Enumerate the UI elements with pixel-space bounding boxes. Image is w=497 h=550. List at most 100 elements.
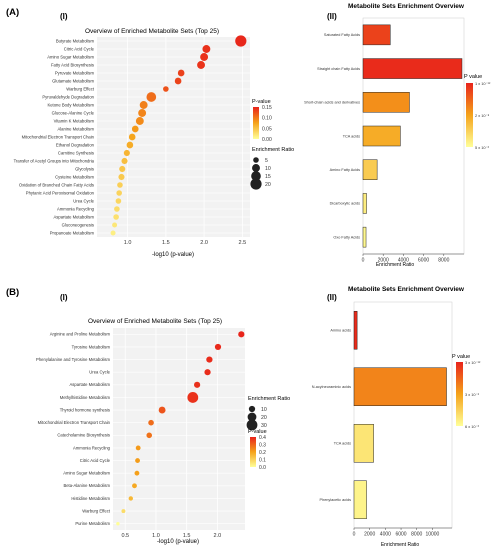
color-legend-tick: 0.10 bbox=[262, 116, 272, 122]
data-point bbox=[238, 331, 245, 338]
y-tick-label: Oxo Fatty Acids bbox=[333, 235, 360, 239]
bar bbox=[353, 311, 358, 350]
data-point bbox=[204, 369, 211, 376]
y-tick-label: Methylhistidine Metabolism bbox=[60, 395, 111, 400]
x-tick-label: 6000 bbox=[395, 532, 406, 538]
y-tick-label: Aspartate Metabolism bbox=[54, 214, 95, 219]
y-tick-label: Ammonia Recycling bbox=[57, 206, 95, 211]
x-tick-label: 10000 bbox=[425, 532, 439, 538]
data-point bbox=[235, 35, 247, 47]
y-tick-label: Transfer of Acetyl Groups into Mitochond… bbox=[14, 158, 95, 163]
data-point bbox=[135, 445, 141, 451]
y-tick-label: Amino Fatty Acids bbox=[330, 168, 360, 172]
legend-bar bbox=[466, 83, 473, 147]
x-tick-label: 2000 bbox=[378, 258, 389, 264]
data-point bbox=[177, 69, 185, 77]
size-legend-dot bbox=[248, 405, 256, 413]
color-legend-tick: 0.15 bbox=[262, 105, 272, 111]
chart-a-ii-legend: P value 1 x 10⁻¹² 2 x 10⁻⁸ 5 x 10⁻³ bbox=[464, 74, 491, 150]
size-legend-dot bbox=[247, 412, 257, 422]
y-tick-label: Warburg Effect bbox=[66, 86, 95, 91]
y-tick-label: Citric Acid Cycle bbox=[64, 46, 95, 51]
bar bbox=[362, 58, 463, 79]
subpanel-label-a-i: (I) bbox=[60, 12, 68, 21]
bar bbox=[353, 367, 447, 406]
data-point bbox=[139, 101, 148, 109]
legend-tick: 6 x 10⁻³ bbox=[465, 424, 480, 429]
subpanel-label-a-ii: (II) bbox=[327, 12, 337, 21]
bar bbox=[353, 424, 374, 463]
color-legend-tick: 0.1 bbox=[259, 458, 266, 464]
panel-label-a: (A) bbox=[6, 7, 19, 18]
color-legend-title: P-value bbox=[252, 99, 271, 105]
x-tick-label: 0 bbox=[362, 258, 365, 264]
y-tick-label: Mitochondrial Electron Transport Chain bbox=[38, 420, 111, 425]
x-tick-label: 2000 bbox=[364, 532, 375, 538]
color-legend-bar bbox=[253, 107, 259, 139]
bar bbox=[353, 480, 367, 519]
y-tick-label: Tyrosine Metabolism bbox=[72, 344, 111, 349]
y-tick-label: Saturated Fatty Acids bbox=[324, 33, 360, 37]
size-legend-label: 15 bbox=[265, 174, 271, 180]
data-point bbox=[121, 157, 128, 165]
y-tick-label: Propanoate Metabolism bbox=[50, 230, 95, 235]
y-tick-label: Catecholamine Biosynthesis bbox=[57, 433, 110, 438]
legend-tick: 1 x 10⁻¹² bbox=[475, 81, 491, 86]
y-tick-label: Glutamate Metabolism bbox=[52, 78, 94, 83]
data-point bbox=[116, 190, 122, 196]
y-tick-label: Ammonia Recycling bbox=[73, 445, 111, 450]
chart-a-ii-barplot: Metabolite Sets Enrichment Overview Satu… bbox=[304, 3, 491, 268]
data-point bbox=[146, 92, 157, 102]
y-tick-label: Alanine Metabolism bbox=[57, 126, 94, 131]
y-tick-label: Straight chain Fatty Acids bbox=[317, 67, 360, 71]
chart-b-ii-legend: P value 3 x 10⁻¹² 3 x 10⁻⁶ 6 x 10⁻³ bbox=[452, 354, 481, 429]
chart-b-ii-xlabel: Enrichment Ratio bbox=[381, 542, 420, 548]
size-legend-label: 20 bbox=[265, 182, 271, 188]
color-legend-tick: 0.05 bbox=[262, 126, 272, 132]
chart-a-i-xlabel: -log10 (p-value) bbox=[152, 252, 194, 258]
y-tick-label: Glucose-Alanine Cycle bbox=[52, 110, 95, 115]
y-tick-label: Vitamin K Metabolism bbox=[54, 118, 95, 123]
y-tick-label: Ethanol Degradation bbox=[56, 142, 95, 147]
y-tick-label: Amino acids bbox=[330, 329, 351, 333]
y-tick-label: Dicarboxylic acids bbox=[330, 202, 360, 206]
chart-b-i-color-legend: P-value 0.4 0.30.2 0.10.0 bbox=[248, 429, 267, 471]
y-tick-label: TCA acids bbox=[343, 134, 360, 138]
data-point bbox=[202, 45, 211, 53]
y-tick-label: Arginine and Proline Metabolism bbox=[50, 332, 111, 337]
data-point bbox=[118, 173, 125, 181]
bar bbox=[362, 226, 367, 248]
y-tick-label: Oxidation of Branched Chain Fatty Acids bbox=[19, 182, 94, 187]
x-tick-label: 4000 bbox=[380, 532, 391, 538]
legend-tick: 2 x 10⁻⁸ bbox=[475, 113, 490, 118]
y-tick-label: Butyrate Metabolism bbox=[56, 38, 95, 43]
y-tick-label: Citric Acid Cycle bbox=[80, 458, 111, 463]
x-tick-label: 2.0 bbox=[214, 533, 222, 539]
data-point bbox=[123, 149, 130, 157]
legend-tick: 3 x 10⁻⁶ bbox=[465, 392, 480, 397]
color-legend-bar bbox=[250, 437, 256, 467]
x-tick-label: 2.0 bbox=[200, 240, 208, 246]
bar bbox=[362, 125, 401, 147]
x-tick-label: 0 bbox=[353, 532, 356, 538]
data-point bbox=[148, 419, 154, 426]
size-legend-label: 5 bbox=[265, 158, 268, 164]
y-tick-label: Purine Metabolism bbox=[75, 521, 110, 526]
bar bbox=[362, 193, 367, 214]
data-point bbox=[128, 496, 134, 501]
bar bbox=[362, 92, 410, 113]
x-tick-label: 1.5 bbox=[162, 240, 170, 246]
data-point bbox=[163, 86, 169, 92]
chart-a-ii-title: Metabolite Sets Enrichment Overview bbox=[348, 3, 465, 10]
data-point bbox=[110, 230, 116, 236]
legend-tick: 3 x 10⁻¹² bbox=[465, 360, 481, 365]
size-legend-title: Enrichment Ratio bbox=[252, 147, 294, 153]
chart-b-i-plot-area bbox=[113, 328, 245, 530]
data-point bbox=[197, 61, 205, 69]
color-legend-tick: 0.00 bbox=[262, 137, 272, 143]
data-point bbox=[116, 521, 120, 526]
y-tick-label: Warburg Effect bbox=[82, 508, 111, 513]
chart-b-i-title: Overview of Enriched Metabolite Sets (To… bbox=[88, 318, 222, 325]
data-point bbox=[135, 117, 144, 125]
x-tick-label: 1.0 bbox=[152, 533, 160, 539]
